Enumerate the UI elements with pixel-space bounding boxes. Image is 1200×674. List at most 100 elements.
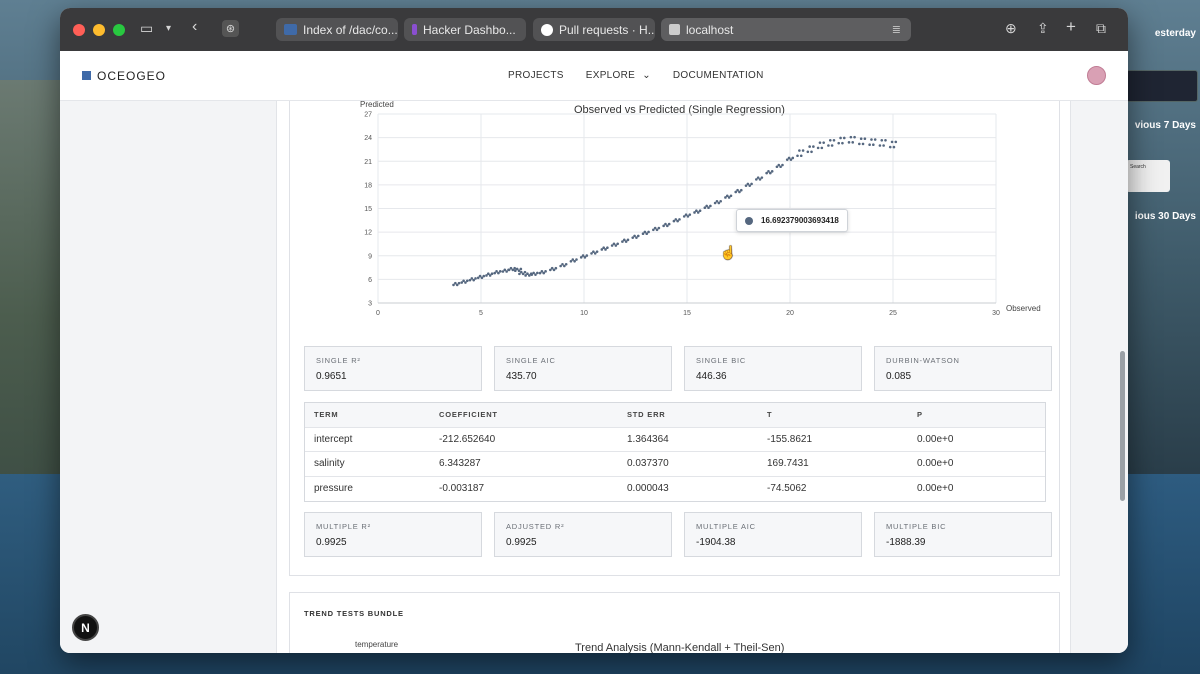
scatter-point	[643, 230, 647, 234]
stat-label: DURBIN-WATSON	[886, 356, 960, 365]
scatter-point	[739, 188, 743, 192]
tab-label: Index of /dac/co...	[303, 22, 398, 37]
scatter-point	[590, 252, 593, 255]
scatter-point	[519, 267, 523, 271]
scatter-point	[693, 211, 696, 214]
tab-hacker-dashboard[interactable]: Hacker Dashbo...	[404, 18, 526, 41]
scatter-point	[894, 140, 898, 144]
scatter-point	[513, 266, 516, 270]
x-tick-label: 0	[376, 310, 380, 317]
openai-tab-icon[interactable]: ⊛	[222, 20, 239, 37]
x-tick-label: 15	[683, 310, 691, 317]
scatter-point	[595, 250, 599, 253]
scatter-point	[653, 226, 657, 230]
page-content: Observed vs Predicted (Single Regression…	[60, 101, 1128, 653]
nav-explore-label: EXPLORE	[585, 70, 636, 81]
scatter-point	[777, 163, 781, 167]
tab-index-dac[interactable]: Index of /dac/co...	[276, 18, 398, 41]
scatter-point	[775, 165, 779, 169]
back-arrow-icon[interactable]: ‹	[192, 18, 198, 35]
scatter-point	[532, 271, 535, 275]
nav-projects[interactable]: PROJECTS	[508, 70, 564, 81]
scatter-point	[549, 268, 552, 272]
sidebar-toggle-icon[interactable]: ▭	[140, 20, 154, 36]
scatter-point	[559, 264, 562, 268]
nav-explore[interactable]: EXPLORE ⌄	[586, 70, 651, 81]
scatter-point	[583, 256, 587, 259]
new-tab-icon[interactable]: +	[1066, 17, 1076, 36]
scatter-point	[636, 234, 640, 238]
scatter-point	[820, 146, 824, 150]
scatter-point	[744, 184, 748, 187]
scatter-point	[849, 135, 853, 139]
scatter-point	[585, 254, 589, 257]
scatter-point	[736, 188, 739, 192]
scatter-point	[672, 219, 676, 223]
scatter-point	[890, 140, 894, 144]
scatter-point	[575, 258, 578, 261]
tab-overview-icon[interactable]: ⧉	[1096, 20, 1106, 36]
scatter-point	[563, 264, 566, 268]
page-scrollbar[interactable]	[1120, 351, 1125, 501]
y-tick-label: 24	[364, 135, 372, 142]
share-icon[interactable]: ⇪	[1037, 20, 1049, 36]
table-header-row: TERM COEFFICIENT STD ERR T P	[305, 403, 1045, 428]
scatter-point	[497, 271, 500, 275]
logo-text: OCEOGEO	[97, 68, 167, 83]
scatter-point	[470, 277, 474, 280]
close-window-button[interactable]	[73, 23, 85, 36]
site-logo[interactable]: OCEOGEO	[82, 69, 166, 83]
table-cell: -0.003187	[439, 483, 485, 495]
download-icon[interactable]: ⊕	[1005, 20, 1017, 36]
stat-label: MULTIPLE R²	[316, 522, 371, 531]
scatter-point	[657, 226, 661, 230]
scatter-point	[682, 215, 686, 218]
stat-multiple-r2: MULTIPLE R² 0.9925	[304, 512, 482, 557]
nextjs-dev-badge[interactable]: N	[72, 614, 99, 641]
table-cell: 0.037370	[627, 458, 669, 470]
nav-documentation[interactable]: DOCUMENTATION	[672, 70, 764, 81]
stat-label: SINGLE R²	[316, 356, 361, 365]
scatter-point	[635, 236, 638, 239]
scatter-point	[480, 276, 484, 280]
scatter-point	[827, 144, 830, 147]
reader-mode-icon[interactable]: ≣	[891, 24, 901, 36]
y-tick-label: 9	[368, 253, 372, 260]
avatar[interactable]	[1087, 66, 1106, 85]
scatter-point	[550, 266, 554, 270]
scatter-point	[882, 144, 885, 147]
tab-localhost[interactable]: localhost ≣	[661, 18, 911, 41]
stat-value: 0.9925	[316, 537, 347, 548]
side-thumbnail-1[interactable]	[1126, 70, 1198, 102]
scatter-point	[812, 145, 815, 148]
trend-y-axis-label: temperature	[355, 640, 399, 649]
scatter-point	[633, 234, 636, 238]
chart-y-axis-label: Predicted	[360, 101, 394, 109]
scatter-point	[655, 228, 659, 232]
y-tick-label: 3	[368, 301, 372, 308]
scatter-point	[816, 146, 820, 150]
scatter-point	[462, 279, 465, 283]
scatter-point	[707, 206, 710, 210]
chart-x-axis-label: Observed	[1006, 304, 1041, 313]
side-thumbnail-2[interactable]: Search	[1126, 160, 1170, 192]
scatter-point	[645, 232, 649, 235]
scatter-point	[755, 178, 758, 181]
scatter-point	[872, 143, 875, 147]
stat-value: -1904.38	[696, 537, 736, 548]
scatter-point	[695, 209, 698, 213]
maximize-window-button[interactable]	[113, 23, 125, 36]
scatter-point	[870, 138, 873, 141]
scatter-point	[460, 281, 464, 284]
scatter-point	[604, 248, 607, 251]
scatter-point	[513, 269, 517, 273]
scatter-point	[880, 139, 884, 142]
observed-vs-predicted-chart: 3 6 9 12 15 18 21 24 27 0 5 10 15 20 25 30	[364, 112, 1000, 318]
tab-pull-requests[interactable]: Pull requests · H...	[533, 18, 655, 41]
stat-adjusted-r2: ADJUSTED R² 0.9925	[494, 512, 672, 557]
y-tick-label: 21	[364, 159, 372, 166]
chevron-down-icon[interactable]: ▾	[166, 23, 172, 34]
scatter-point	[758, 178, 762, 181]
scatter-point	[621, 240, 624, 243]
minimize-window-button[interactable]	[93, 23, 105, 36]
